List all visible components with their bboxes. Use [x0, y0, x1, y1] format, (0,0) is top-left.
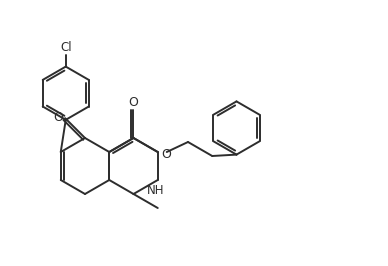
Text: Cl: Cl [60, 41, 71, 54]
Text: O: O [128, 95, 139, 109]
Text: O: O [161, 148, 171, 160]
Text: NH: NH [147, 184, 165, 197]
Text: O: O [53, 111, 63, 124]
